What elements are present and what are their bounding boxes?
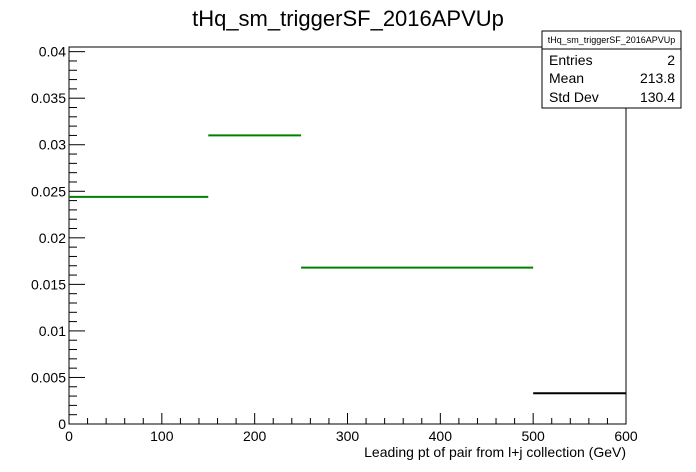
y-tick-label: 0.01 <box>39 323 66 339</box>
x-tick-label: 0 <box>65 428 73 444</box>
y-tick-label: 0.015 <box>31 276 66 292</box>
x-axis-label: Leading pt of pair from l+j collection (… <box>364 444 626 460</box>
y-tick-label: 0.005 <box>31 369 66 385</box>
stats-entries-label: Entries <box>549 52 593 68</box>
x-tick-label: 300 <box>336 428 360 444</box>
x-tick-label: 200 <box>243 428 267 444</box>
stats-stddev-label: Std Dev <box>549 89 599 105</box>
stats-stddev-value: 130.4 <box>640 89 675 105</box>
stats-box: tHq_sm_triggerSF_2016APVUp Entries 2 Mea… <box>541 30 682 109</box>
x-tick-label: 100 <box>150 428 174 444</box>
y-axis: 0 0.005 0.01 0.015 0.02 0.025 0.03 0.035 0.04 <box>31 44 85 432</box>
y-tick-label: 0.025 <box>31 183 66 199</box>
stats-mean-label: Mean <box>549 70 584 86</box>
stats-mean-value: 213.8 <box>640 70 675 86</box>
x-tick-label: 500 <box>521 428 545 444</box>
chart-title: tHq_sm_triggerSF_2016APVUp <box>192 6 504 31</box>
x-tick-label: 600 <box>614 428 638 444</box>
stats-entries-value: 2 <box>667 52 675 68</box>
stats-box-frame <box>541 30 682 109</box>
y-tick-label: 0.035 <box>31 90 66 106</box>
y-tick-label: 0.02 <box>39 230 66 246</box>
histogram-bins <box>69 134 626 395</box>
y-tick-label: 0 <box>58 416 66 432</box>
x-tick-label: 400 <box>429 428 453 444</box>
y-tick-label: 0.03 <box>39 137 66 153</box>
x-axis: 0 100 200 300 400 500 600 <box>65 413 638 444</box>
y-tick-label: 0.04 <box>39 44 66 60</box>
stats-box-title: tHq_sm_triggerSF_2016APVUp <box>548 35 676 45</box>
